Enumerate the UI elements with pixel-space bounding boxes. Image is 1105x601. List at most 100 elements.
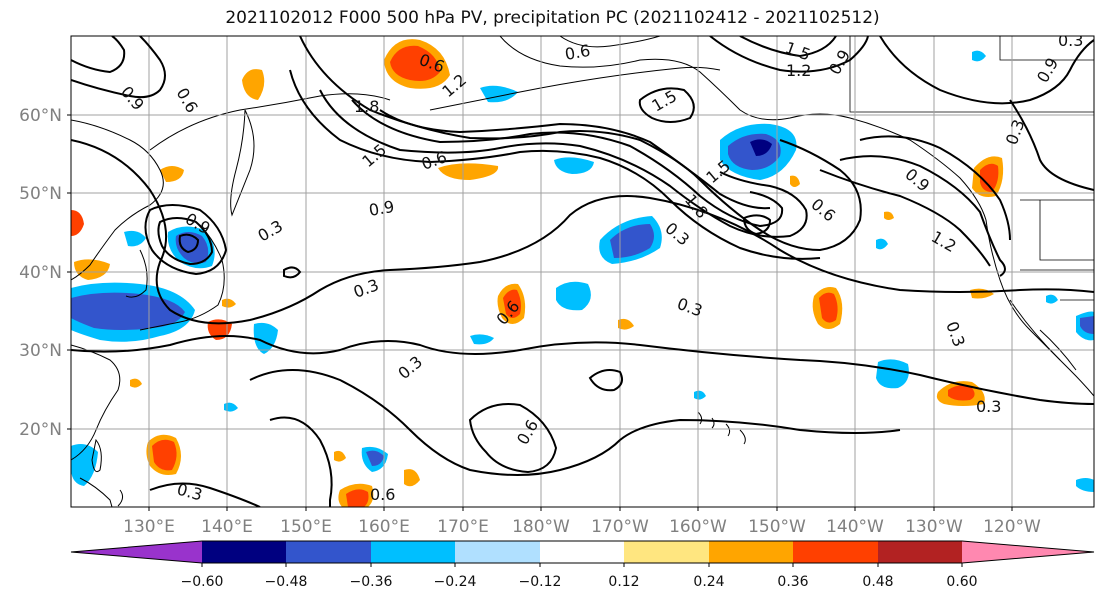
pv-contour	[71, 36, 126, 74]
lon-label: 160°E	[358, 517, 410, 537]
colorbar-tick-label: 0.60	[946, 574, 977, 590]
precip-blob	[980, 163, 999, 192]
precip-blob	[390, 45, 440, 81]
lat-label: 50°N	[19, 184, 62, 204]
pv-contour	[351, 99, 784, 228]
colorbar-segment	[455, 541, 540, 563]
contour-label: 0.3	[661, 219, 693, 250]
colorbar-segment	[371, 541, 455, 563]
colorbar-segment	[286, 541, 371, 563]
colorbar-extend-max	[962, 541, 1094, 563]
precip-blob	[124, 230, 146, 247]
precip-blob	[334, 450, 346, 462]
colorbar-segment	[540, 541, 624, 563]
lon-label: 170°W	[591, 517, 649, 537]
lat-label: 20°N	[19, 420, 62, 440]
colorbar-segment	[878, 541, 962, 563]
pv-contour	[144, 204, 228, 276]
lon-label: 130°E	[123, 517, 175, 537]
contour-labels: 0.6 1.5 1.2 0.9 0.6 0.9 1.8 1.2 1.5 1.5 …	[117, 31, 1084, 504]
border	[999, 36, 1094, 61]
contour-label: 0.6	[807, 195, 839, 226]
contour-label: 1.2	[786, 61, 811, 80]
contour-label: 0.3	[942, 319, 969, 349]
pv-contour	[269, 416, 333, 507]
contour-label: 1.8	[681, 190, 712, 222]
contour-label: 1.5	[649, 86, 681, 115]
contour-label: 0.3	[394, 352, 426, 383]
pv-contour	[588, 369, 623, 392]
colorbar-extend-min	[71, 541, 202, 563]
pv-contour	[819, 169, 991, 267]
map-title: 2021102012 F000 500 hPa PV, precipitatio…	[225, 8, 880, 28]
precip-blob	[790, 175, 800, 187]
contour-label: 1.2	[928, 227, 960, 256]
precip-blob	[1080, 316, 1094, 334]
pv-contour	[739, 36, 837, 58]
pv-contour	[638, 87, 695, 123]
pv-contour	[709, 36, 869, 73]
pv-contour	[71, 139, 1094, 325]
precip-blob	[694, 390, 706, 400]
colorbar-tick-label: −0.48	[265, 574, 308, 590]
contour-label: 0.6	[370, 485, 395, 504]
contour-label: 0.6	[563, 41, 591, 64]
precip-blob	[884, 211, 894, 220]
precip-blob	[175, 232, 209, 264]
coastlines	[71, 36, 1094, 507]
contour-label: 0.9	[1033, 54, 1062, 86]
border	[849, 36, 1094, 113]
precip-blob	[160, 166, 184, 182]
colorbar-segment	[709, 541, 793, 563]
precip-blob	[71, 292, 185, 330]
pv-contour	[468, 403, 558, 474]
coastline-japan	[139, 224, 225, 331]
contour-label: 0.9	[367, 197, 395, 220]
colorbar-tick-labels: −0.60 −0.48 −0.36 −0.24 −0.12 0.12 0.24 …	[181, 574, 978, 590]
lon-label: 120°W	[983, 517, 1041, 537]
precip-blob	[224, 402, 238, 412]
pv-contours	[71, 36, 1094, 507]
colorbar-tick-label: 0.48	[862, 574, 893, 590]
precip-positive-areas	[71, 39, 1004, 507]
pv-contour	[157, 217, 214, 266]
precip-blob	[207, 319, 232, 340]
pv-contour	[249, 369, 901, 476]
contour-label: 0.3	[1058, 31, 1083, 50]
colorbar-tick-label: −0.60	[181, 574, 224, 590]
colorbar-segment	[202, 541, 286, 563]
precip-blob	[610, 224, 654, 258]
border	[1039, 200, 1094, 261]
coastline-korea	[125, 249, 148, 298]
precip-blob	[71, 444, 98, 486]
precip-blob	[750, 139, 772, 156]
precip-blob	[71, 210, 84, 236]
precip-blob	[876, 359, 909, 389]
lon-label: 140°E	[201, 517, 253, 537]
coastline-kamchatka	[230, 109, 255, 217]
precip-blob	[152, 439, 177, 471]
precip-blob	[1046, 294, 1058, 304]
precip-blob	[554, 157, 594, 174]
precip-blob	[346, 489, 369, 507]
precip-blob	[970, 288, 994, 299]
precip-blob	[74, 259, 110, 280]
precip-blob	[366, 450, 384, 466]
pv-contour	[839, 155, 1006, 277]
lon-label: 140°W	[826, 517, 884, 537]
pv-contour	[742, 214, 772, 236]
contour-label: 0.9	[117, 82, 148, 114]
coastline-china	[71, 344, 121, 461]
precip-blob	[972, 50, 986, 62]
pv-contour	[71, 36, 166, 99]
colorbar-tick-label: 0.12	[608, 574, 639, 590]
contour-label: 0.6	[513, 416, 542, 448]
pv-contour	[1009, 99, 1094, 191]
precip-blob	[618, 318, 634, 330]
coastline-philippines	[79, 477, 124, 507]
precip-blob	[556, 281, 591, 311]
colorbar-segment	[793, 541, 878, 563]
lon-label: 150°W	[748, 517, 806, 537]
graticule	[71, 36, 1094, 507]
